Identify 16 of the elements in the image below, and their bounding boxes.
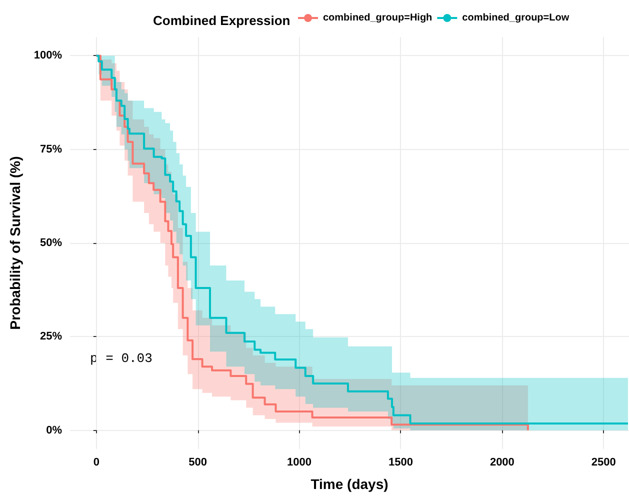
x-axis-title: Time (days) bbox=[310, 476, 388, 492]
x-tick-label: 2000 bbox=[490, 456, 514, 468]
x-tick-label: 500 bbox=[188, 456, 208, 468]
legend-title: Combined Expression bbox=[153, 13, 290, 28]
y-tick-label: 25% bbox=[40, 330, 62, 343]
legend-label: combined_group=Low bbox=[462, 12, 570, 24]
x-tick-label: 1500 bbox=[388, 456, 413, 468]
y-tick-label: 50% bbox=[40, 237, 62, 249]
y-tick-label: 100% bbox=[34, 50, 62, 62]
y-axis-title: Probability of Survival (%) bbox=[7, 156, 23, 330]
y-tick-label: 0% bbox=[46, 424, 62, 436]
legend-label: combined_group=High bbox=[323, 12, 432, 24]
x-tick-label: 0 bbox=[93, 456, 100, 468]
x-tick-label: 2500 bbox=[591, 456, 616, 468]
x-tick-label: 1000 bbox=[287, 456, 312, 468]
y-tick-label: 75% bbox=[40, 143, 62, 156]
